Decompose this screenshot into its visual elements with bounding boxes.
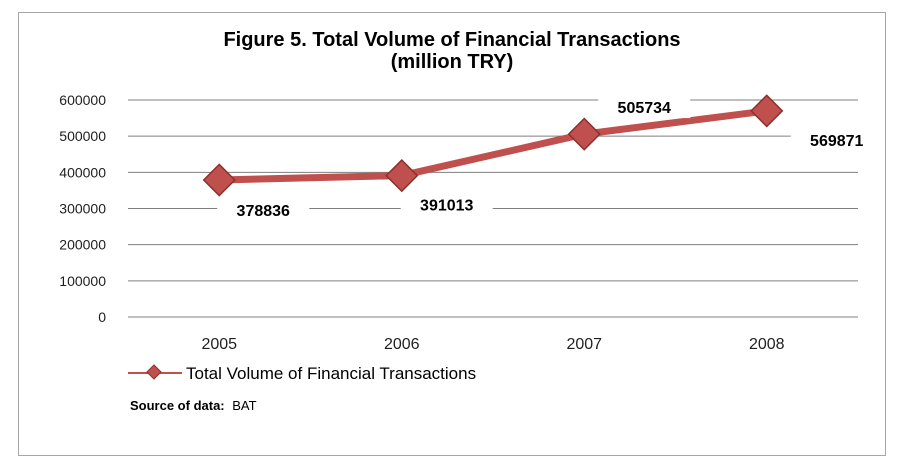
legend-label: Total Volume of Financial Transactions — [186, 364, 476, 383]
data-label-background — [217, 200, 310, 221]
data-label: 569871 — [810, 133, 863, 150]
x-tick-label: 2005 — [201, 336, 237, 353]
y-tick-label: 400000 — [59, 164, 106, 180]
data-point-marker[interactable] — [202, 163, 236, 197]
series-line — [215, 107, 771, 184]
source-label: Source of data: — [130, 398, 225, 413]
gridlines — [128, 99, 858, 318]
data-label: 378836 — [237, 203, 290, 220]
chart-title: Figure 5. Total Volume of Financial Tran… — [223, 29, 680, 51]
data-point-marker[interactable] — [385, 158, 419, 193]
series-group — [202, 94, 784, 197]
data-labels: 378836 391013 505734 569871 — [217, 98, 883, 221]
y-tick-label: 600000 — [59, 92, 106, 108]
y-axis-ticks: 0 100000 200000 300000 400000 500000 600000 — [59, 92, 106, 325]
y-tick-label: 500000 — [59, 128, 106, 144]
data-point-marker[interactable] — [750, 94, 784, 128]
data-point-marker[interactable] — [567, 117, 601, 151]
data-label: 391013 — [420, 198, 473, 215]
data-label-background — [790, 130, 883, 151]
source-value: BAT — [232, 398, 256, 413]
chart-frame — [18, 12, 886, 456]
x-axis-ticks: 2005 2006 2007 2008 — [201, 336, 784, 353]
legend[interactable]: Total Volume of Financial Transactions — [128, 364, 476, 383]
y-tick-label: 0 — [98, 309, 106, 325]
legend-marker-icon — [146, 364, 162, 380]
y-tick-label: 200000 — [59, 237, 106, 253]
x-tick-label: 2006 — [384, 336, 420, 353]
x-tick-label: 2008 — [749, 336, 785, 353]
x-tick-label: 2007 — [566, 336, 602, 353]
source-note: Source of data: BAT — [130, 398, 257, 413]
y-tick-label: 100000 — [59, 273, 106, 289]
chart-subtitle: (million TRY) — [391, 51, 514, 73]
data-label-background — [598, 98, 691, 119]
data-label-background — [400, 195, 493, 216]
y-tick-label: 300000 — [59, 201, 106, 217]
data-label: 505734 — [618, 100, 671, 117]
